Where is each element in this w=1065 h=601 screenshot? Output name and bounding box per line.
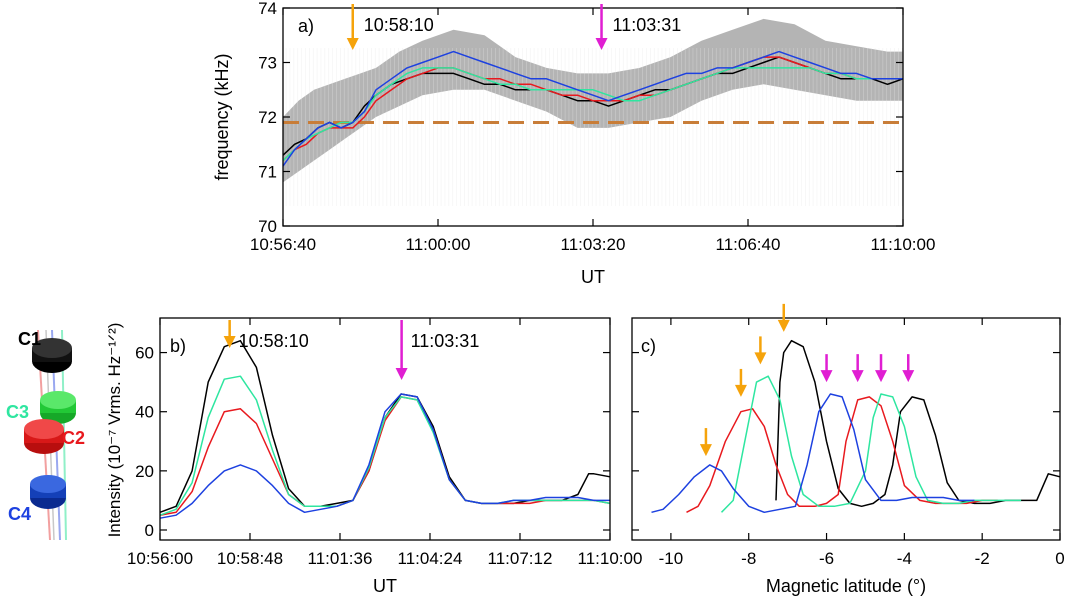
b-line-c1 xyxy=(159,339,611,514)
a-line-c4 xyxy=(282,50,903,167)
c-line-c4 xyxy=(651,393,975,514)
b-xtick-label: 11:01:36 xyxy=(308,549,373,568)
spacecraft-c1-body xyxy=(32,338,72,373)
b-arrow-label-1: 11:03:31 xyxy=(411,331,480,351)
c-arrow-2 xyxy=(754,336,767,365)
b-panel-label: b) xyxy=(170,336,186,356)
a-frequency-band xyxy=(283,18,903,206)
a-ytick-label: 74 xyxy=(258,0,277,18)
c-arrow-5 xyxy=(851,354,864,383)
a-arrow-label-0: 10:58:10 xyxy=(364,15,434,35)
c-arrow-4 xyxy=(820,354,833,383)
c-series-lines xyxy=(651,339,1061,514)
spacecraft-label-c2: C2 xyxy=(62,428,85,448)
c-line-c2 xyxy=(686,396,998,513)
a-xtick-label: 11:03:20 xyxy=(561,235,626,254)
a-arrow-label-1: 11:03:31 xyxy=(613,15,682,35)
panel-a: 10:56:40 11:00:00 11:03:20 11:06:40 11:10:00… xyxy=(212,0,935,287)
c-xtick-label: 0 xyxy=(1055,549,1064,568)
b-line-c3 xyxy=(159,375,611,516)
a-xtick-label: 11:10:00 xyxy=(871,235,936,254)
c-arrow-1 xyxy=(734,368,747,397)
spacecraft-c4-body xyxy=(30,475,66,509)
b-xtick-label: 11:07:12 xyxy=(488,549,553,568)
b-arrow-label-0: 10:58:10 xyxy=(239,331,309,351)
a-ytick-label: 70 xyxy=(258,217,277,236)
c-xtick-label: -6 xyxy=(819,549,834,568)
b-plot-frame xyxy=(159,317,611,541)
a-line-c2 xyxy=(282,56,903,162)
b-xtick-label: 11:10:00 xyxy=(578,549,643,568)
a-ylabel: frequency (kHz) xyxy=(212,53,232,180)
c-panel-label: c) xyxy=(641,336,656,356)
b-xtick-label: 11:04:24 xyxy=(398,549,463,568)
b-arrow-0 xyxy=(223,320,236,348)
a-arrow-1 xyxy=(595,4,608,50)
b-xtick-label: 10:56:00 xyxy=(127,549,193,568)
c-arrow-3 xyxy=(777,303,790,332)
b-series-lines xyxy=(159,339,611,519)
c-arrow-7 xyxy=(902,354,915,383)
c-line-c3 xyxy=(720,375,1022,513)
c-xtick-label: -4 xyxy=(897,549,912,568)
c-xlabel: Magnetic latitude (°) xyxy=(766,576,926,596)
c-plot-frame xyxy=(631,317,1061,541)
c-xtick-label: -8 xyxy=(741,549,756,568)
spacecraft-c2-body xyxy=(24,419,64,454)
c-xtick-label: -10 xyxy=(659,549,684,568)
c-arrow-6 xyxy=(875,354,888,383)
b-ytick-label: 0 xyxy=(145,521,154,540)
c-xtick-label: -2 xyxy=(975,549,990,568)
a-xlabel: UT xyxy=(581,267,605,287)
spacecraft-illustration: C1 C3 C2 C4 xyxy=(6,329,85,541)
b-axis-ticks: 10:56:00 10:58:48 11:01:36 11:04:24 11:07:12… xyxy=(127,318,643,568)
a-xtick-label: 10:56:40 xyxy=(250,235,316,254)
panel-c: -10 -8 -6 -4 -2 0 c) Magnetic latitude (°) xyxy=(631,303,1065,596)
c-arrows xyxy=(699,303,915,457)
a-series-lines xyxy=(282,50,904,167)
b-xlabel: UT xyxy=(373,576,397,596)
a-arrows: 10:58:10 11:03:31 xyxy=(346,4,682,50)
a-ytick-label: 72 xyxy=(258,108,277,127)
a-xtick-label: 11:06:40 xyxy=(716,235,781,254)
a-xtick-label: 11:00:00 xyxy=(406,235,471,254)
a-panel-label: a) xyxy=(298,16,314,36)
a-arrow-0 xyxy=(346,4,359,50)
spacecraft-c3-body xyxy=(40,391,76,424)
a-ytick-label: 71 xyxy=(258,163,277,182)
spacecraft-label-c1: C1 xyxy=(18,329,41,349)
spacecraft-label-c4: C4 xyxy=(8,504,31,524)
b-line-c4 xyxy=(159,393,610,519)
a-ytick-label: 73 xyxy=(258,54,277,73)
c-axis-ticks: -10 -8 -6 -4 -2 0 xyxy=(632,318,1065,568)
b-ytick-label: 40 xyxy=(135,403,154,422)
panel-b: 10:56:00 10:58:48 11:01:36 11:04:24 11:07:12… xyxy=(105,317,643,596)
b-line-c2 xyxy=(159,396,611,516)
a-axis-ticks: 10:56:40 11:00:00 11:03:20 11:06:40 11:10:00… xyxy=(250,0,936,254)
spacecraft-label-c3: C3 xyxy=(6,402,29,422)
c-arrow-0 xyxy=(699,428,712,457)
b-arrows: 10:58:10 11:03:31 xyxy=(223,320,480,380)
b-ylabel: Intensity (10⁻⁷ Vrms. Hz⁻¹ᐟ²) xyxy=(105,323,124,538)
b-ytick-label: 20 xyxy=(135,462,154,481)
b-arrow-1 xyxy=(395,320,408,380)
b-ytick-label: 60 xyxy=(135,344,154,363)
b-xtick-label: 10:58:48 xyxy=(217,549,283,568)
